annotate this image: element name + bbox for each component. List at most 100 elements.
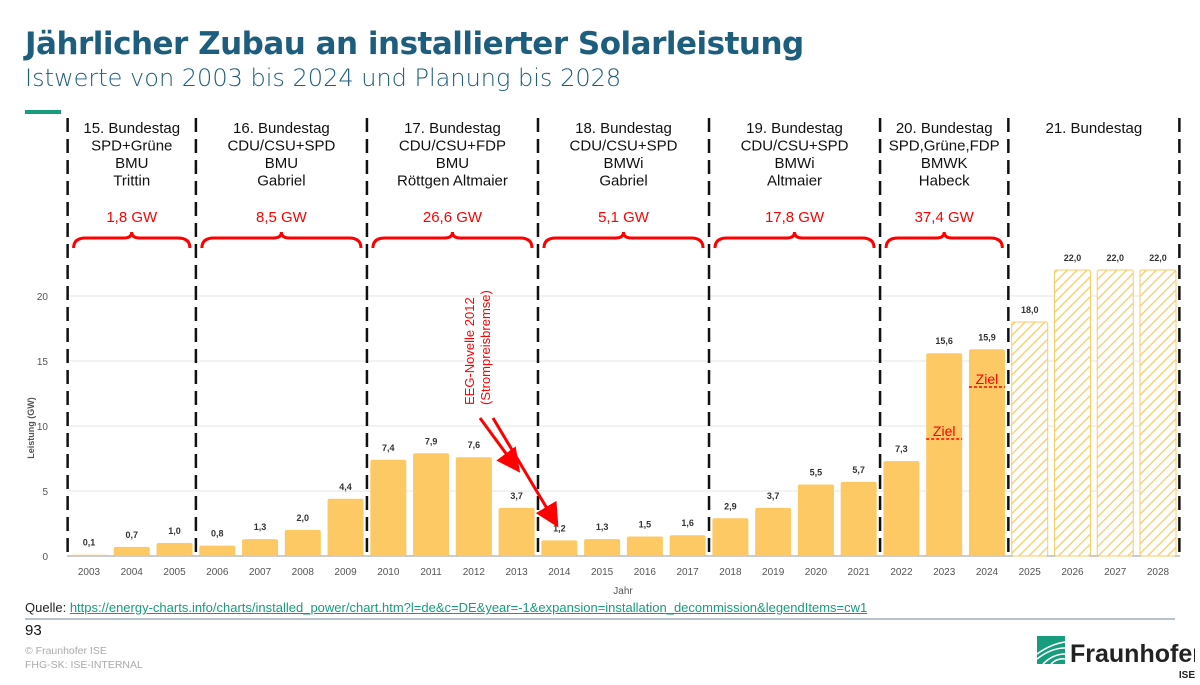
period-total: 37,4 GW bbox=[915, 209, 975, 226]
x-tick-label: 2021 bbox=[848, 567, 871, 578]
bar bbox=[327, 498, 364, 556]
period-text: SPD,Grüne,FDP bbox=[889, 138, 1000, 155]
bar-value-label: 2,9 bbox=[724, 501, 737, 511]
target-label: Ziel bbox=[933, 423, 956, 439]
period-text: CDU/CSU+SPD bbox=[741, 138, 849, 155]
bar-value-label: 18,0 bbox=[1021, 305, 1039, 315]
x-tick-label: 2020 bbox=[805, 567, 828, 578]
bar-value-label: 1,6 bbox=[681, 518, 694, 528]
period-text: BMU bbox=[265, 155, 298, 172]
x-tick-label: 2012 bbox=[463, 567, 486, 578]
x-tick-label: 2009 bbox=[334, 567, 357, 578]
x-tick-label: 2028 bbox=[1147, 567, 1170, 578]
source-link[interactable]: https://energy-charts.info/charts/instal… bbox=[69, 600, 868, 615]
bar bbox=[926, 353, 963, 556]
bar bbox=[284, 530, 321, 556]
period-brace bbox=[884, 231, 1004, 249]
bar-value-label: 2,0 bbox=[297, 513, 310, 523]
period-text: 18. Bundestag bbox=[575, 120, 672, 137]
bar bbox=[413, 453, 450, 556]
x-tick-label: 2022 bbox=[890, 567, 913, 578]
planned-bar bbox=[1011, 321, 1049, 557]
period-text: CDU/CSU+FDP bbox=[399, 138, 506, 155]
bar-value-label: 7,6 bbox=[468, 440, 481, 450]
period-text: 16. Bundestag bbox=[233, 120, 330, 137]
bar bbox=[840, 481, 877, 556]
bar-value-label: 5,7 bbox=[852, 465, 865, 475]
x-tick-label: 2008 bbox=[292, 567, 315, 578]
bar bbox=[712, 518, 749, 556]
period-text: CDU/CSU+SPD bbox=[570, 138, 678, 155]
bar-value-label: 15,9 bbox=[978, 332, 996, 342]
period-text: SPD+Grüne bbox=[91, 138, 172, 155]
period-text: CDU/CSU+SPD bbox=[227, 138, 335, 155]
period-text: Gabriel bbox=[257, 173, 305, 190]
period-text: 19. Bundestag bbox=[746, 120, 843, 137]
planned-bar bbox=[1139, 269, 1177, 557]
svg-text:ISE: ISE bbox=[1179, 670, 1195, 680]
bar bbox=[797, 484, 834, 556]
y-tick-label: 20 bbox=[37, 292, 49, 303]
bar bbox=[242, 539, 279, 556]
page-title: Jährlicher Zubau an installierter Solarl… bbox=[25, 26, 804, 62]
annotation-text: (Strompreisbremse) bbox=[478, 290, 493, 405]
bar bbox=[199, 545, 236, 556]
bar-value-label: 1,0 bbox=[168, 526, 181, 536]
x-tick-label: 2024 bbox=[976, 567, 999, 578]
bar-value-label: 15,6 bbox=[935, 336, 953, 346]
y-tick-label: 15 bbox=[37, 357, 49, 368]
annotation-arrow bbox=[478, 417, 521, 473]
source-label: Quelle: bbox=[25, 600, 67, 615]
period-text: Röttgen Altmaier bbox=[397, 173, 508, 190]
bar-value-label: 3,7 bbox=[510, 491, 523, 501]
period-text: 15. Bundestag bbox=[83, 120, 180, 137]
annotation-arrow bbox=[491, 417, 559, 528]
bar-value-label: 1,2 bbox=[553, 523, 566, 533]
period-brace bbox=[713, 231, 876, 249]
x-tick-label: 2006 bbox=[206, 567, 229, 578]
x-tick-label: 2027 bbox=[1104, 567, 1127, 578]
fraunhofer-logo: Fraunhofer ISE bbox=[1035, 634, 1200, 685]
page-number: 93 bbox=[25, 622, 42, 639]
page-subtitle: Istwerte von 2003 bis 2024 und Planung b… bbox=[25, 64, 622, 92]
bar-value-label: 0,8 bbox=[211, 529, 224, 539]
bar bbox=[626, 536, 663, 556]
footer-divider bbox=[25, 618, 1175, 620]
x-tick-label: 2023 bbox=[933, 567, 956, 578]
period-brace bbox=[72, 231, 192, 249]
bar-value-label: 5,5 bbox=[810, 468, 823, 478]
x-tick-label: 2015 bbox=[591, 567, 614, 578]
bar bbox=[113, 546, 150, 556]
period-total: 17,8 GW bbox=[765, 209, 825, 226]
x-tick-label: 2014 bbox=[548, 567, 571, 578]
period-text: Trittin bbox=[113, 173, 150, 190]
period-brace bbox=[371, 231, 534, 249]
period-brace bbox=[200, 231, 363, 249]
bar bbox=[669, 535, 706, 556]
period-text: Gabriel bbox=[599, 173, 647, 190]
accent-bar bbox=[25, 110, 61, 114]
period-text: BMU bbox=[115, 155, 148, 172]
period-text: 20. Bundestag bbox=[896, 120, 993, 137]
x-tick-label: 2026 bbox=[1061, 567, 1084, 578]
planned-bar bbox=[1053, 269, 1091, 557]
bar bbox=[968, 349, 1005, 556]
bar bbox=[370, 459, 407, 556]
bar bbox=[71, 554, 107, 556]
x-tick-label: 2011 bbox=[420, 567, 442, 578]
x-tick-label: 2005 bbox=[163, 567, 186, 578]
bar bbox=[541, 540, 578, 556]
x-tick-label: 2010 bbox=[377, 567, 400, 578]
bar-value-label: 0,7 bbox=[126, 530, 139, 540]
x-tick-label: 2025 bbox=[1019, 567, 1042, 578]
x-tick-label: 2004 bbox=[121, 567, 144, 578]
period-text: BMU bbox=[436, 155, 469, 172]
y-axis-label: Leistung (GW) bbox=[26, 397, 36, 459]
planned-bar bbox=[1096, 269, 1134, 557]
x-tick-label: 2013 bbox=[505, 567, 528, 578]
bar bbox=[498, 507, 535, 556]
copyright: © Fraunhofer ISE bbox=[25, 645, 107, 657]
x-tick-label: 2017 bbox=[677, 567, 700, 578]
period-text: Altmaier bbox=[767, 173, 822, 190]
bar-chart: 0 5 10 15 20 0,1 2003 0,7 2004 1,0 2005 0,8 2006 1,3 2… bbox=[26, 118, 1181, 597]
